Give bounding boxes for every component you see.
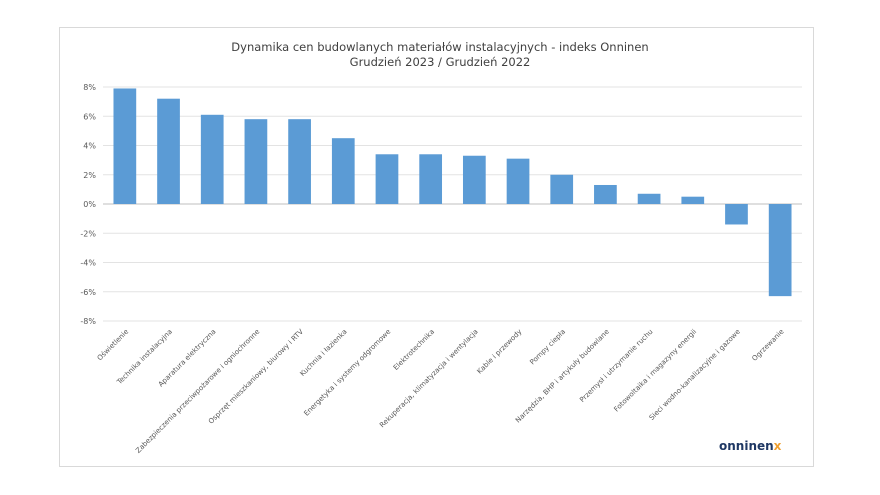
- bar: [375, 154, 399, 204]
- bar: [768, 204, 792, 297]
- y-tick-label: 6%: [83, 112, 96, 121]
- bar: [288, 119, 311, 204]
- x-tick-label: Rekuperacja, klimatyzacja i wentylacja: [378, 328, 480, 430]
- x-tick-label: Sieci wodno-kanalizacyjne i gazowe: [648, 328, 742, 422]
- bar: [594, 184, 617, 204]
- bar: [550, 174, 574, 204]
- y-tick-label: 4%: [83, 142, 96, 151]
- bars: [113, 88, 792, 297]
- logo-accent-text: x: [774, 439, 782, 453]
- bar: [681, 196, 705, 204]
- onninen-logo: onninenx: [719, 439, 782, 453]
- y-tick-label: -8%: [80, 317, 96, 326]
- x-tick-label: Osprzęt mieszkaniowy, biurowy i RTV: [207, 328, 305, 426]
- x-tick-label: Elektrotechnika: [392, 328, 436, 372]
- x-tick-label: Narzędzia, BHP i artykuły budowlane: [514, 328, 611, 425]
- bar: [419, 154, 443, 204]
- chart-title-line1: Dynamika cen budowlanych materiałów inst…: [231, 40, 648, 54]
- x-tick-label: Fotowoltaika i magazyny energii: [612, 328, 698, 414]
- logo-main-text: onninen: [719, 439, 774, 453]
- x-tick-label: Energetyka i systemy odgromowe: [302, 328, 392, 418]
- bar: [637, 193, 661, 204]
- svg-text:onninenx: onninenx: [719, 439, 782, 453]
- y-tick-label: -4%: [80, 259, 96, 268]
- y-tick-label: -2%: [80, 229, 96, 238]
- x-tick-label: Kuchnia i łazienka: [299, 328, 349, 378]
- y-tick-label: 0%: [83, 200, 96, 209]
- y-tick-label: 8%: [83, 83, 96, 92]
- chart-frame: [59, 27, 814, 467]
- bar: [244, 119, 268, 204]
- bar: [506, 158, 530, 204]
- y-tick-label: 2%: [83, 171, 96, 180]
- bar: [157, 98, 180, 204]
- x-tick-label: Pompy ciepła: [528, 328, 567, 367]
- bar: [113, 88, 137, 204]
- x-tick-label: Kable i przewody: [476, 328, 524, 376]
- x-tick-label: Przemysł i utrzymanie ruchu: [578, 328, 654, 404]
- x-tick-label: Oświetlenie: [96, 328, 131, 363]
- x-tick-label: Ogrzewanie: [751, 328, 786, 363]
- bar: [725, 204, 748, 225]
- bar: [200, 114, 224, 204]
- y-axis-ticks: 8% 6% 4% 2% 0% -2% -4% -6% -8%: [80, 83, 96, 326]
- bar: [462, 155, 486, 204]
- chart-title-line2: Grudzień 2023 / Grudzień 2022: [350, 55, 531, 69]
- bar: [331, 138, 355, 204]
- y-tick-label: -6%: [80, 288, 96, 297]
